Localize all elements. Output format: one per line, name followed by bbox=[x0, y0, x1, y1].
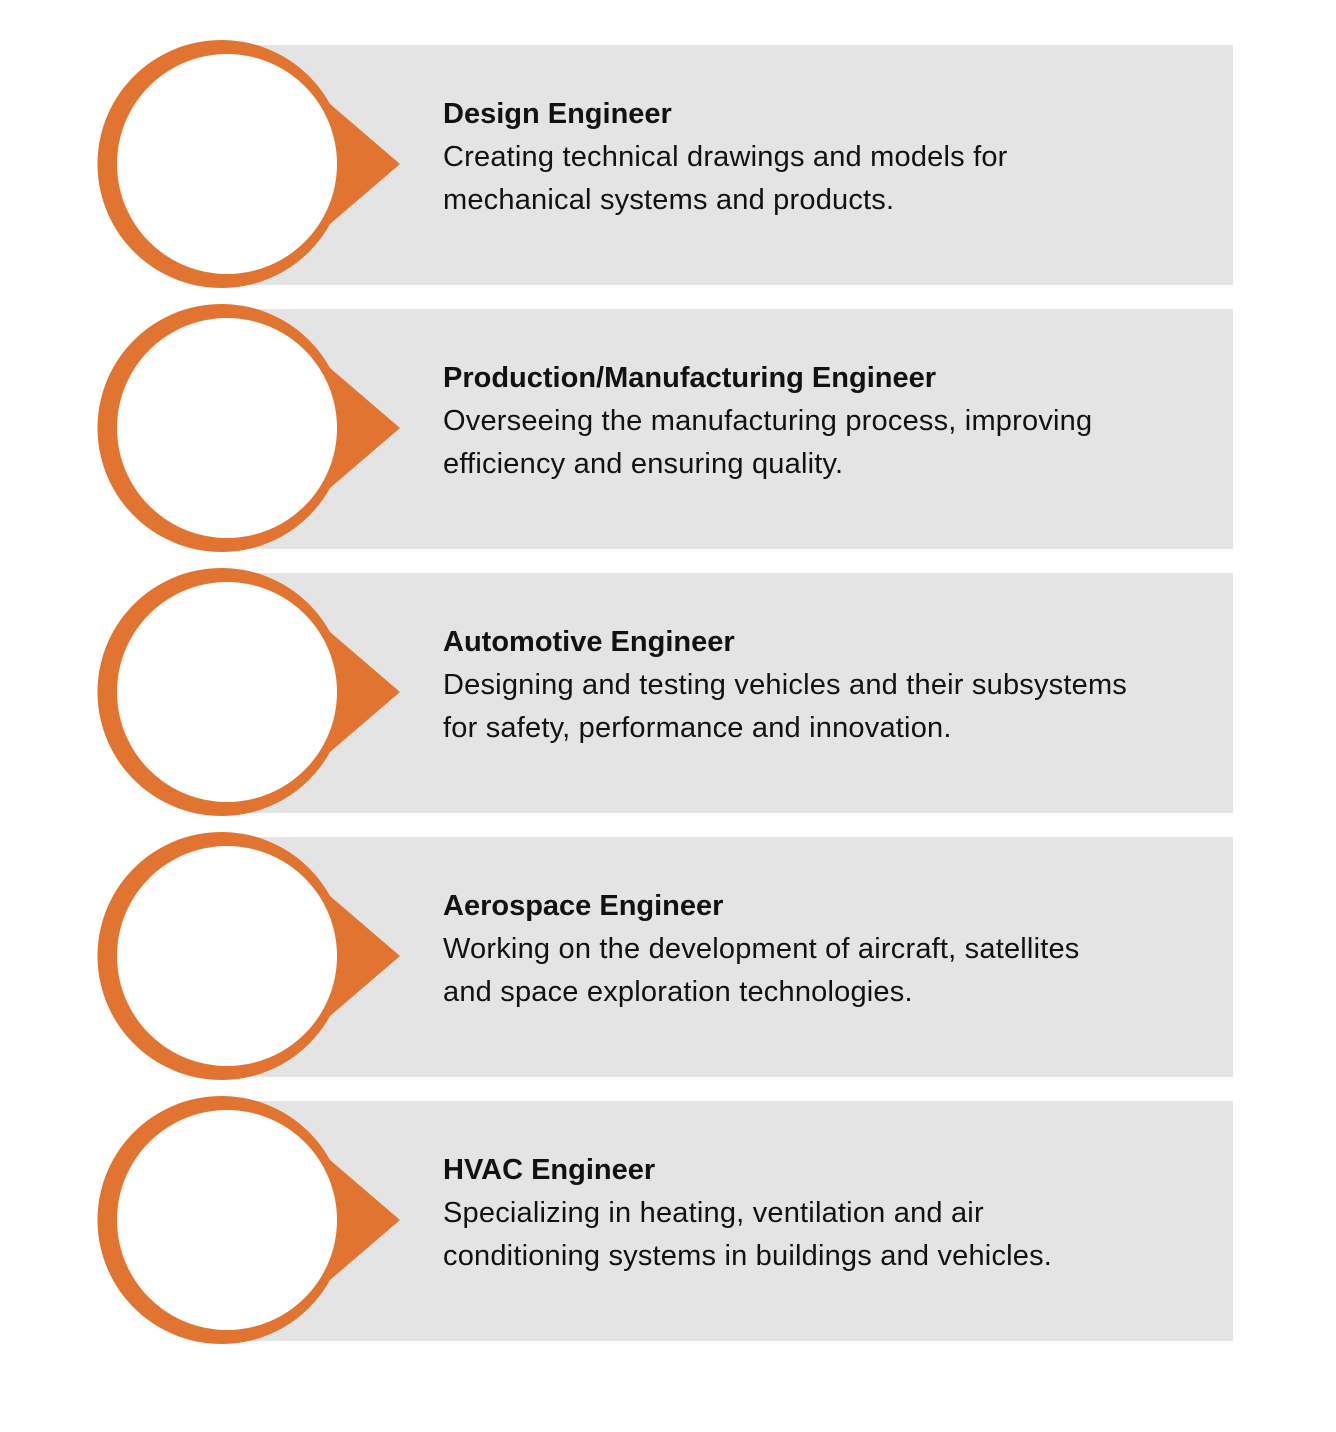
circle-inner bbox=[117, 318, 337, 538]
role-description: Designing and testing vehicles and their… bbox=[443, 664, 1223, 750]
circle-pointer-marker bbox=[97, 832, 400, 1080]
role-description-line: Creating technical drawings and models f… bbox=[443, 141, 1008, 173]
role-title: Aerospace Engineer bbox=[443, 890, 724, 922]
role-title: Automotive Engineer bbox=[443, 626, 735, 658]
role-description: Overseeing the manufacturing process, im… bbox=[443, 400, 1223, 486]
role-card-automotive-engineer: Automotive Engineer Designing and testin… bbox=[0, 560, 1336, 824]
role-title: HVAC Engineer bbox=[443, 1154, 656, 1186]
role-description-line: for safety, performance and innovation. bbox=[443, 712, 952, 744]
circle-pointer-marker bbox=[97, 1096, 400, 1344]
role-description: Working on the development of aircraft, … bbox=[443, 928, 1223, 1014]
role-description-line: Overseeing the manufacturing process, im… bbox=[443, 405, 1093, 437]
circle-inner bbox=[117, 582, 337, 802]
role-description-line: mechanical systems and products. bbox=[443, 184, 895, 216]
role-text: Automotive Engineer Designing and testin… bbox=[443, 625, 1223, 750]
role-card-production-manufacturing-engineer: Production/Manufacturing Engineer Overse… bbox=[0, 296, 1336, 560]
role-title: Design Engineer bbox=[443, 98, 672, 130]
role-text: Design Engineer Creating technical drawi… bbox=[443, 97, 1223, 222]
role-card-design-engineer: Design Engineer Creating technical drawi… bbox=[0, 32, 1336, 296]
role-description-line: Specializing in heating, ventilation and… bbox=[443, 1197, 984, 1229]
circle-pointer-marker bbox=[97, 304, 400, 552]
role-card-hvac-engineer: HVAC Engineer Specializing in heating, v… bbox=[0, 1088, 1336, 1352]
role-description-line: conditioning systems in buildings and ve… bbox=[443, 1240, 1053, 1272]
role-description-line: and space exploration technologies. bbox=[443, 976, 913, 1008]
role-description: Creating technical drawings and models f… bbox=[443, 136, 1223, 222]
role-text: HVAC Engineer Specializing in heating, v… bbox=[443, 1153, 1223, 1278]
role-description-line: Designing and testing vehicles and their… bbox=[443, 669, 1128, 701]
circle-inner bbox=[117, 846, 337, 1066]
role-description-line: Working on the development of aircraft, … bbox=[443, 933, 1080, 965]
circle-pointer-marker bbox=[97, 568, 400, 816]
role-text: Production/Manufacturing Engineer Overse… bbox=[443, 361, 1223, 486]
circle-inner bbox=[117, 1110, 337, 1330]
role-description: Specializing in heating, ventilation and… bbox=[443, 1192, 1223, 1278]
circle-inner bbox=[117, 54, 337, 274]
role-text: Aerospace Engineer Working on the develo… bbox=[443, 889, 1223, 1014]
circle-pointer-marker bbox=[97, 40, 400, 288]
role-description-line: efficiency and ensuring quality. bbox=[443, 448, 844, 480]
role-card-aerospace-engineer: Aerospace Engineer Working on the develo… bbox=[0, 824, 1336, 1088]
role-title: Production/Manufacturing Engineer bbox=[443, 362, 937, 394]
